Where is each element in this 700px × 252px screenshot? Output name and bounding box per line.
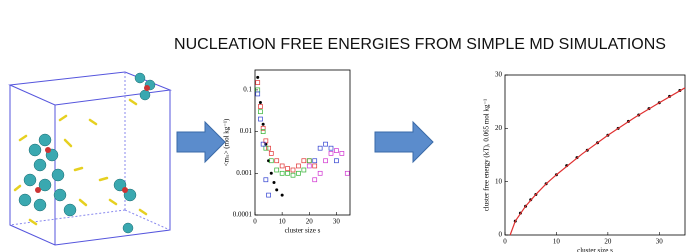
title: NUCLEATION FREE ENERGIES FROM SIMPLE MD … xyxy=(174,36,666,53)
y-tick-label: 0.1 xyxy=(243,86,252,94)
x-tick-label: 30 xyxy=(656,238,664,246)
data-point xyxy=(258,100,262,104)
data-point xyxy=(344,170,350,176)
x-tick-label: 20 xyxy=(306,218,314,226)
y-tick-label: 20 xyxy=(495,124,503,132)
data-point xyxy=(263,177,269,183)
data-point xyxy=(263,145,269,151)
data-point xyxy=(268,151,274,156)
data-point xyxy=(296,163,301,169)
data-point xyxy=(256,75,260,79)
data-point xyxy=(258,109,263,115)
charts: 0 10 20 30 0.0001 0.001 0.01 0.1 cluster size s <… xyxy=(223,69,686,252)
fit-line xyxy=(509,87,686,236)
data-point xyxy=(306,158,312,164)
plot-frame xyxy=(254,69,351,216)
x-tick-label: 0 xyxy=(253,218,257,226)
data-point xyxy=(317,145,323,151)
data-point xyxy=(266,145,271,151)
data-point xyxy=(301,167,307,173)
data-point xyxy=(274,167,280,173)
plot-frame xyxy=(504,74,686,236)
data-point xyxy=(285,170,290,176)
data-point xyxy=(258,104,263,109)
data-point xyxy=(312,177,318,183)
data-point xyxy=(323,158,328,164)
data-point xyxy=(317,170,323,176)
data-point xyxy=(269,171,273,175)
data-point xyxy=(275,188,279,192)
data-point xyxy=(296,170,301,176)
data-point xyxy=(334,158,339,164)
x-tick-label: 20 xyxy=(604,238,612,246)
y-tick-label: 0.0001 xyxy=(233,211,253,219)
data-point xyxy=(290,172,296,178)
y-axis-label: cluster free energy (kT), 0.065 mol kg⁻¹ xyxy=(483,99,491,212)
data-point xyxy=(285,166,290,171)
simulation-box xyxy=(8,71,172,246)
data-point xyxy=(261,122,265,126)
data-point xyxy=(272,181,276,185)
data-point xyxy=(280,193,284,197)
data-point xyxy=(274,158,280,164)
data-point xyxy=(268,158,274,164)
data-point xyxy=(258,116,263,122)
data-point xyxy=(306,158,312,164)
data-point xyxy=(334,148,339,153)
data-point xyxy=(301,158,307,164)
data-point xyxy=(339,151,345,156)
data-point xyxy=(290,167,296,173)
data-point xyxy=(260,141,266,147)
y-tick-label: 0 xyxy=(499,231,503,239)
data-point xyxy=(312,163,318,169)
arrow xyxy=(176,120,226,164)
data-point xyxy=(306,163,312,169)
x-tick-label: 0 xyxy=(503,238,507,246)
x-tick-label: 10 xyxy=(553,238,561,246)
x-axis-label: cluster size s xyxy=(577,247,613,252)
y-tick-label: 10 xyxy=(495,177,503,185)
data-point xyxy=(266,192,271,198)
data-point xyxy=(323,141,328,147)
data-point xyxy=(312,158,318,164)
y-tick-label: 0.001 xyxy=(236,169,252,177)
data-point xyxy=(255,80,261,85)
data-point xyxy=(255,91,261,97)
data-point xyxy=(328,145,334,151)
data-point xyxy=(260,129,266,134)
x-axis-label: cluster size s xyxy=(285,227,321,235)
x-tick-label: 30 xyxy=(333,218,341,226)
data-point xyxy=(279,163,285,169)
data-point xyxy=(328,151,334,156)
data-point xyxy=(263,138,269,144)
data-point xyxy=(260,125,266,131)
y-tick-label: 0.01 xyxy=(240,127,253,135)
data-point xyxy=(279,170,285,176)
y-tick-label: 30 xyxy=(495,71,503,79)
x-tick-label: 10 xyxy=(279,218,287,226)
y-axis-label: <mₛ> (mol kg⁻¹) xyxy=(223,118,231,166)
arrow xyxy=(374,120,434,164)
